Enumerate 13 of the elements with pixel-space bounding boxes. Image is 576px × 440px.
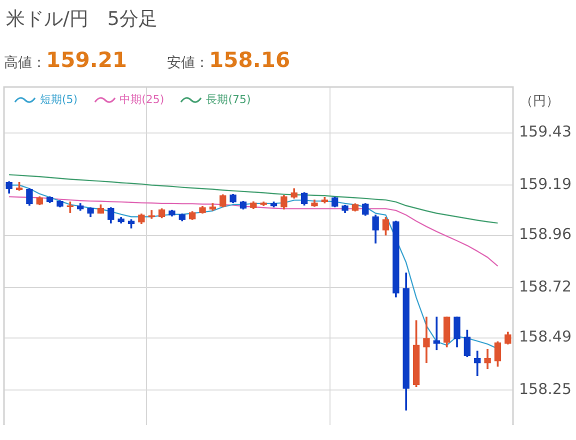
text: 高値：159.21 xyxy=(4,48,128,72)
y-tick-label: 159.43 xyxy=(519,122,572,141)
y-axis-title: （円） xyxy=(520,93,559,110)
legend-label: 短期(5) xyxy=(40,92,78,107)
y-tick-label: 158.72 xyxy=(519,278,572,296)
legend-label: 長期(75) xyxy=(206,92,251,107)
chart-title: 米ドル/円 5分足 xyxy=(6,7,158,32)
y-tick-label: 158.96 xyxy=(519,225,572,244)
legend-label: 中期(25) xyxy=(120,92,164,107)
text: 安値：158.16 xyxy=(167,48,290,72)
y-tick-label: 158.49 xyxy=(519,328,572,346)
y-tick-label: 159.19 xyxy=(519,175,572,194)
y-tick-label: 158.25 xyxy=(519,380,572,398)
